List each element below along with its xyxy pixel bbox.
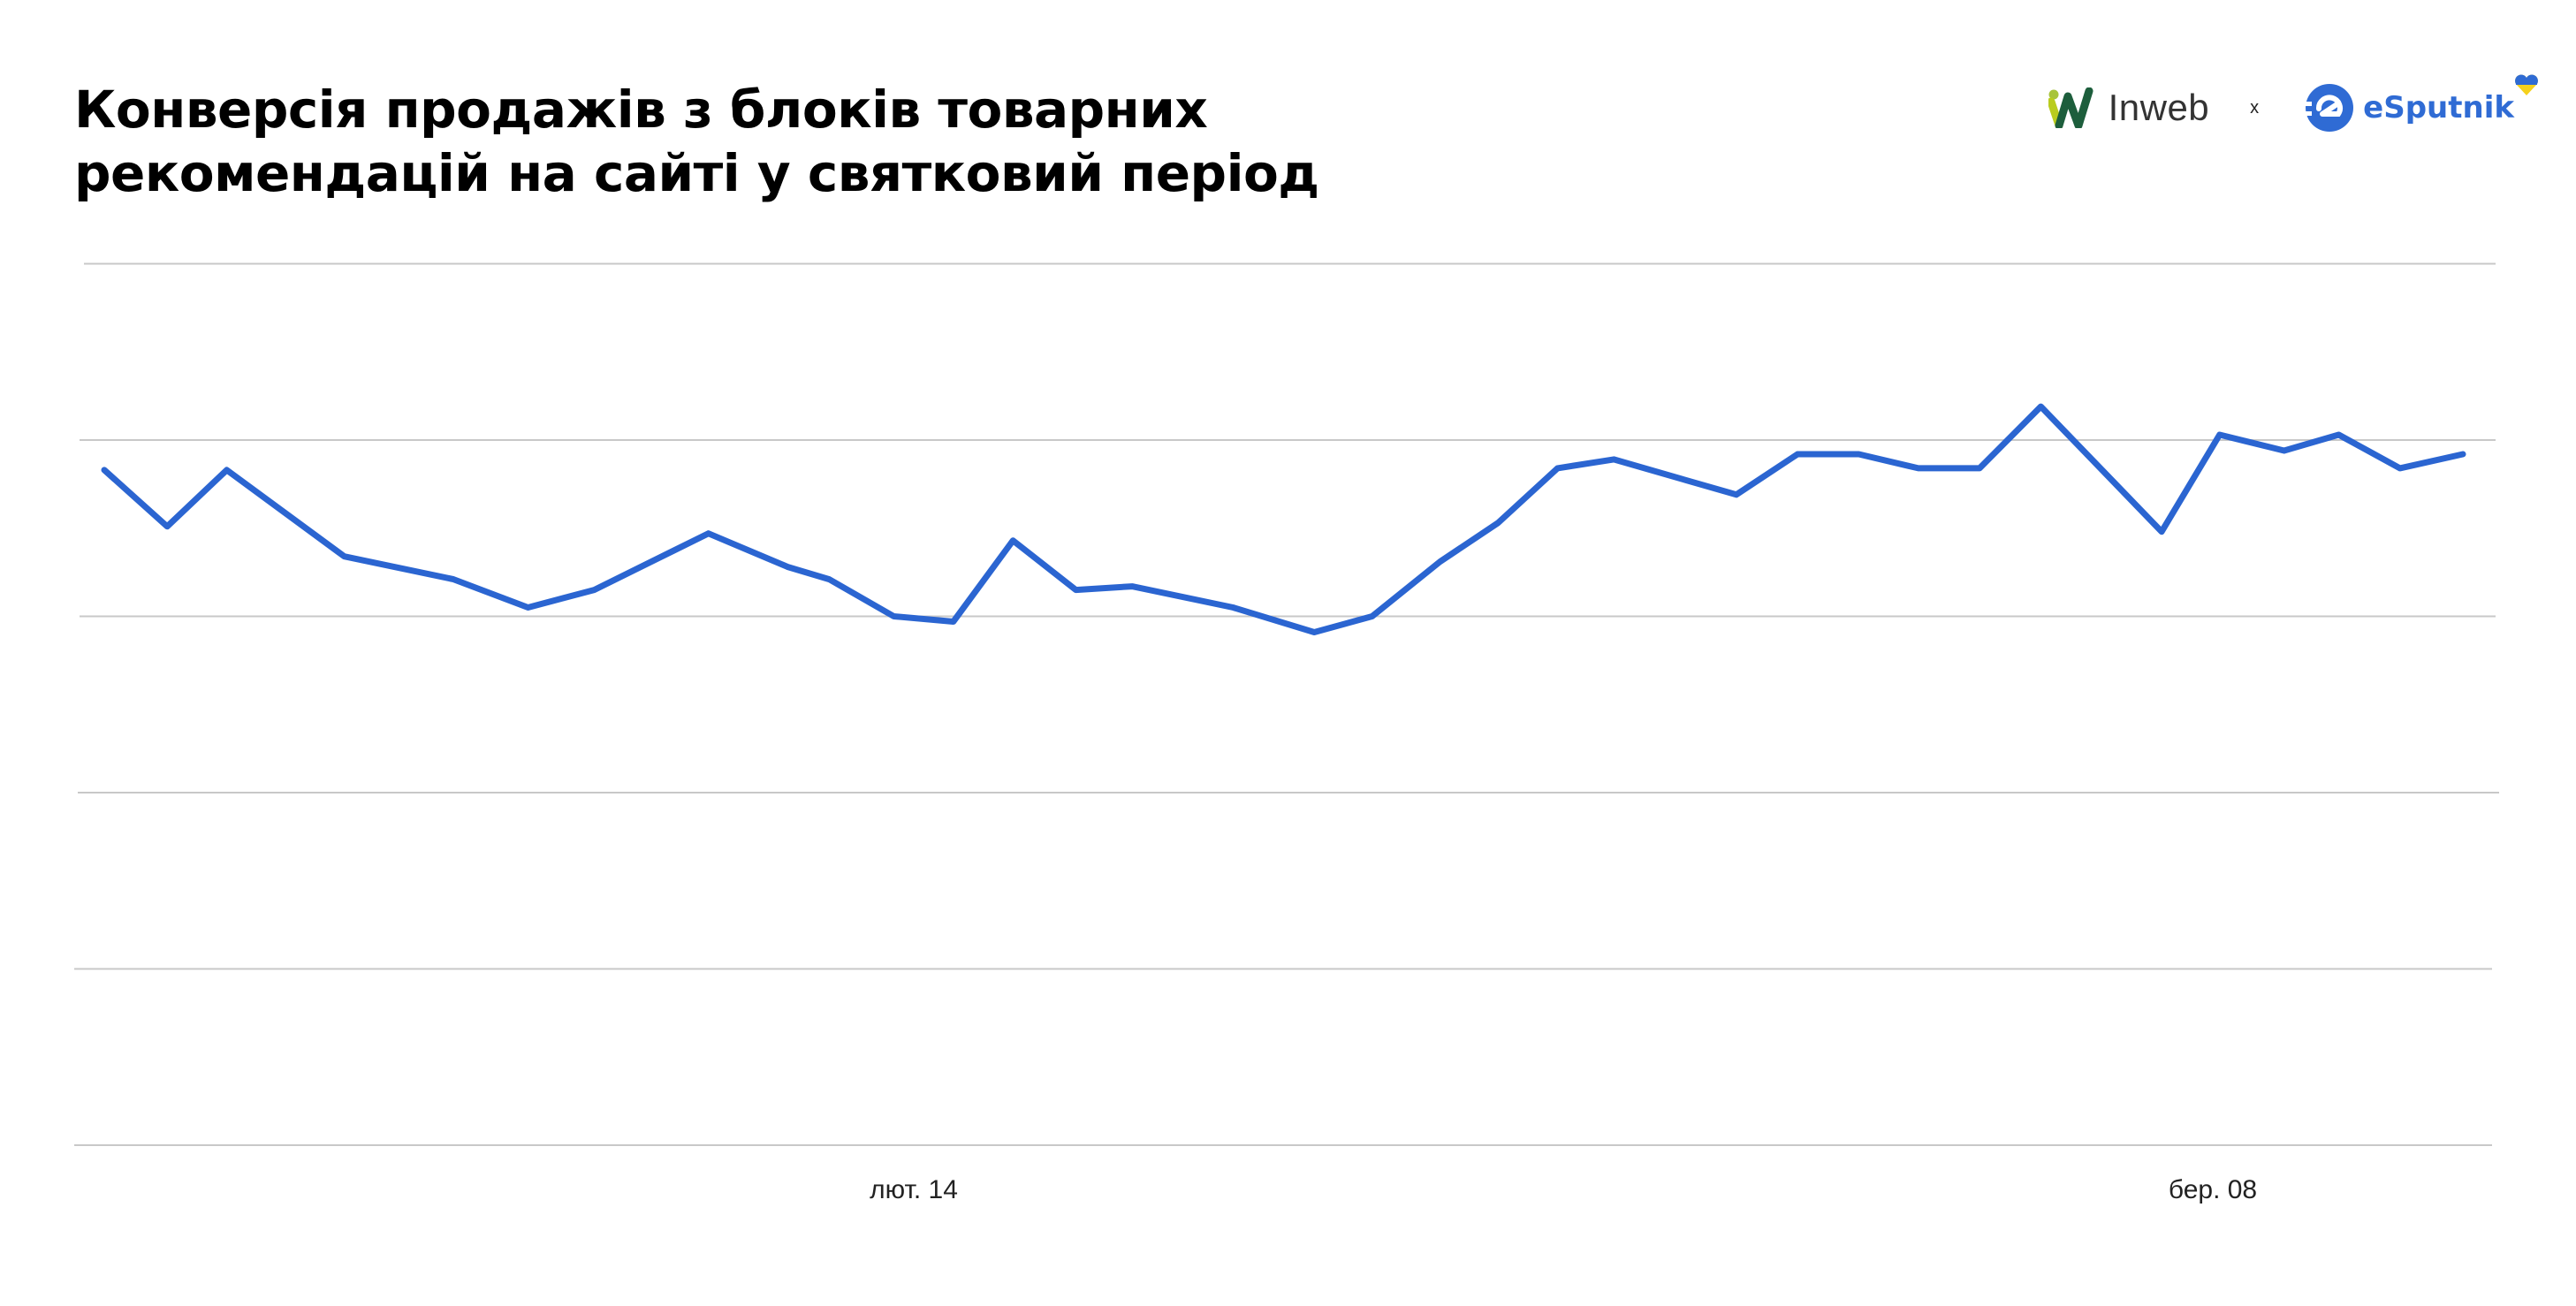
- chart-title-line-1: Конверсія продажів з блоків товарних: [74, 80, 1208, 140]
- chart-title-line-2: рекомендацій на сайті у святковий період: [74, 143, 1319, 203]
- inweb-w-icon: [2048, 87, 2093, 128]
- gridlines: [74, 262, 2499, 1146]
- ukraine-heart-icon: [2515, 74, 2538, 95]
- x-tick-label-2: бер. 08: [2168, 1175, 2258, 1204]
- partner-logos: Inweb x eSputnik: [2048, 74, 2538, 134]
- inweb-logo: Inweb: [2048, 87, 2210, 129]
- esputnik-e-icon: [2303, 84, 2354, 132]
- esputnik-logo: eSputnik: [2303, 74, 2538, 133]
- logo-separator: x: [2250, 97, 2260, 118]
- inweb-wordmark: Inweb: [2108, 87, 2210, 128]
- conversion-line: [101, 403, 2466, 635]
- chart-title: Конверсія продажів з блоків товарних рек…: [74, 78, 1319, 205]
- esputnik-wordmark: eSputnik: [2363, 90, 2514, 125]
- x-tick-label-1: лют. 14: [870, 1175, 958, 1204]
